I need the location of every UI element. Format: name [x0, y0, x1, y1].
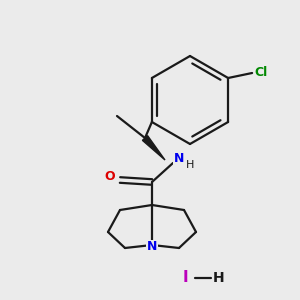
Text: Cl: Cl	[254, 67, 268, 80]
Text: H: H	[186, 160, 194, 170]
Text: O: O	[105, 170, 115, 184]
Polygon shape	[142, 136, 165, 160]
Text: N: N	[174, 152, 184, 164]
Text: H: H	[213, 271, 225, 285]
Text: I: I	[182, 271, 188, 286]
Text: N: N	[147, 241, 157, 254]
